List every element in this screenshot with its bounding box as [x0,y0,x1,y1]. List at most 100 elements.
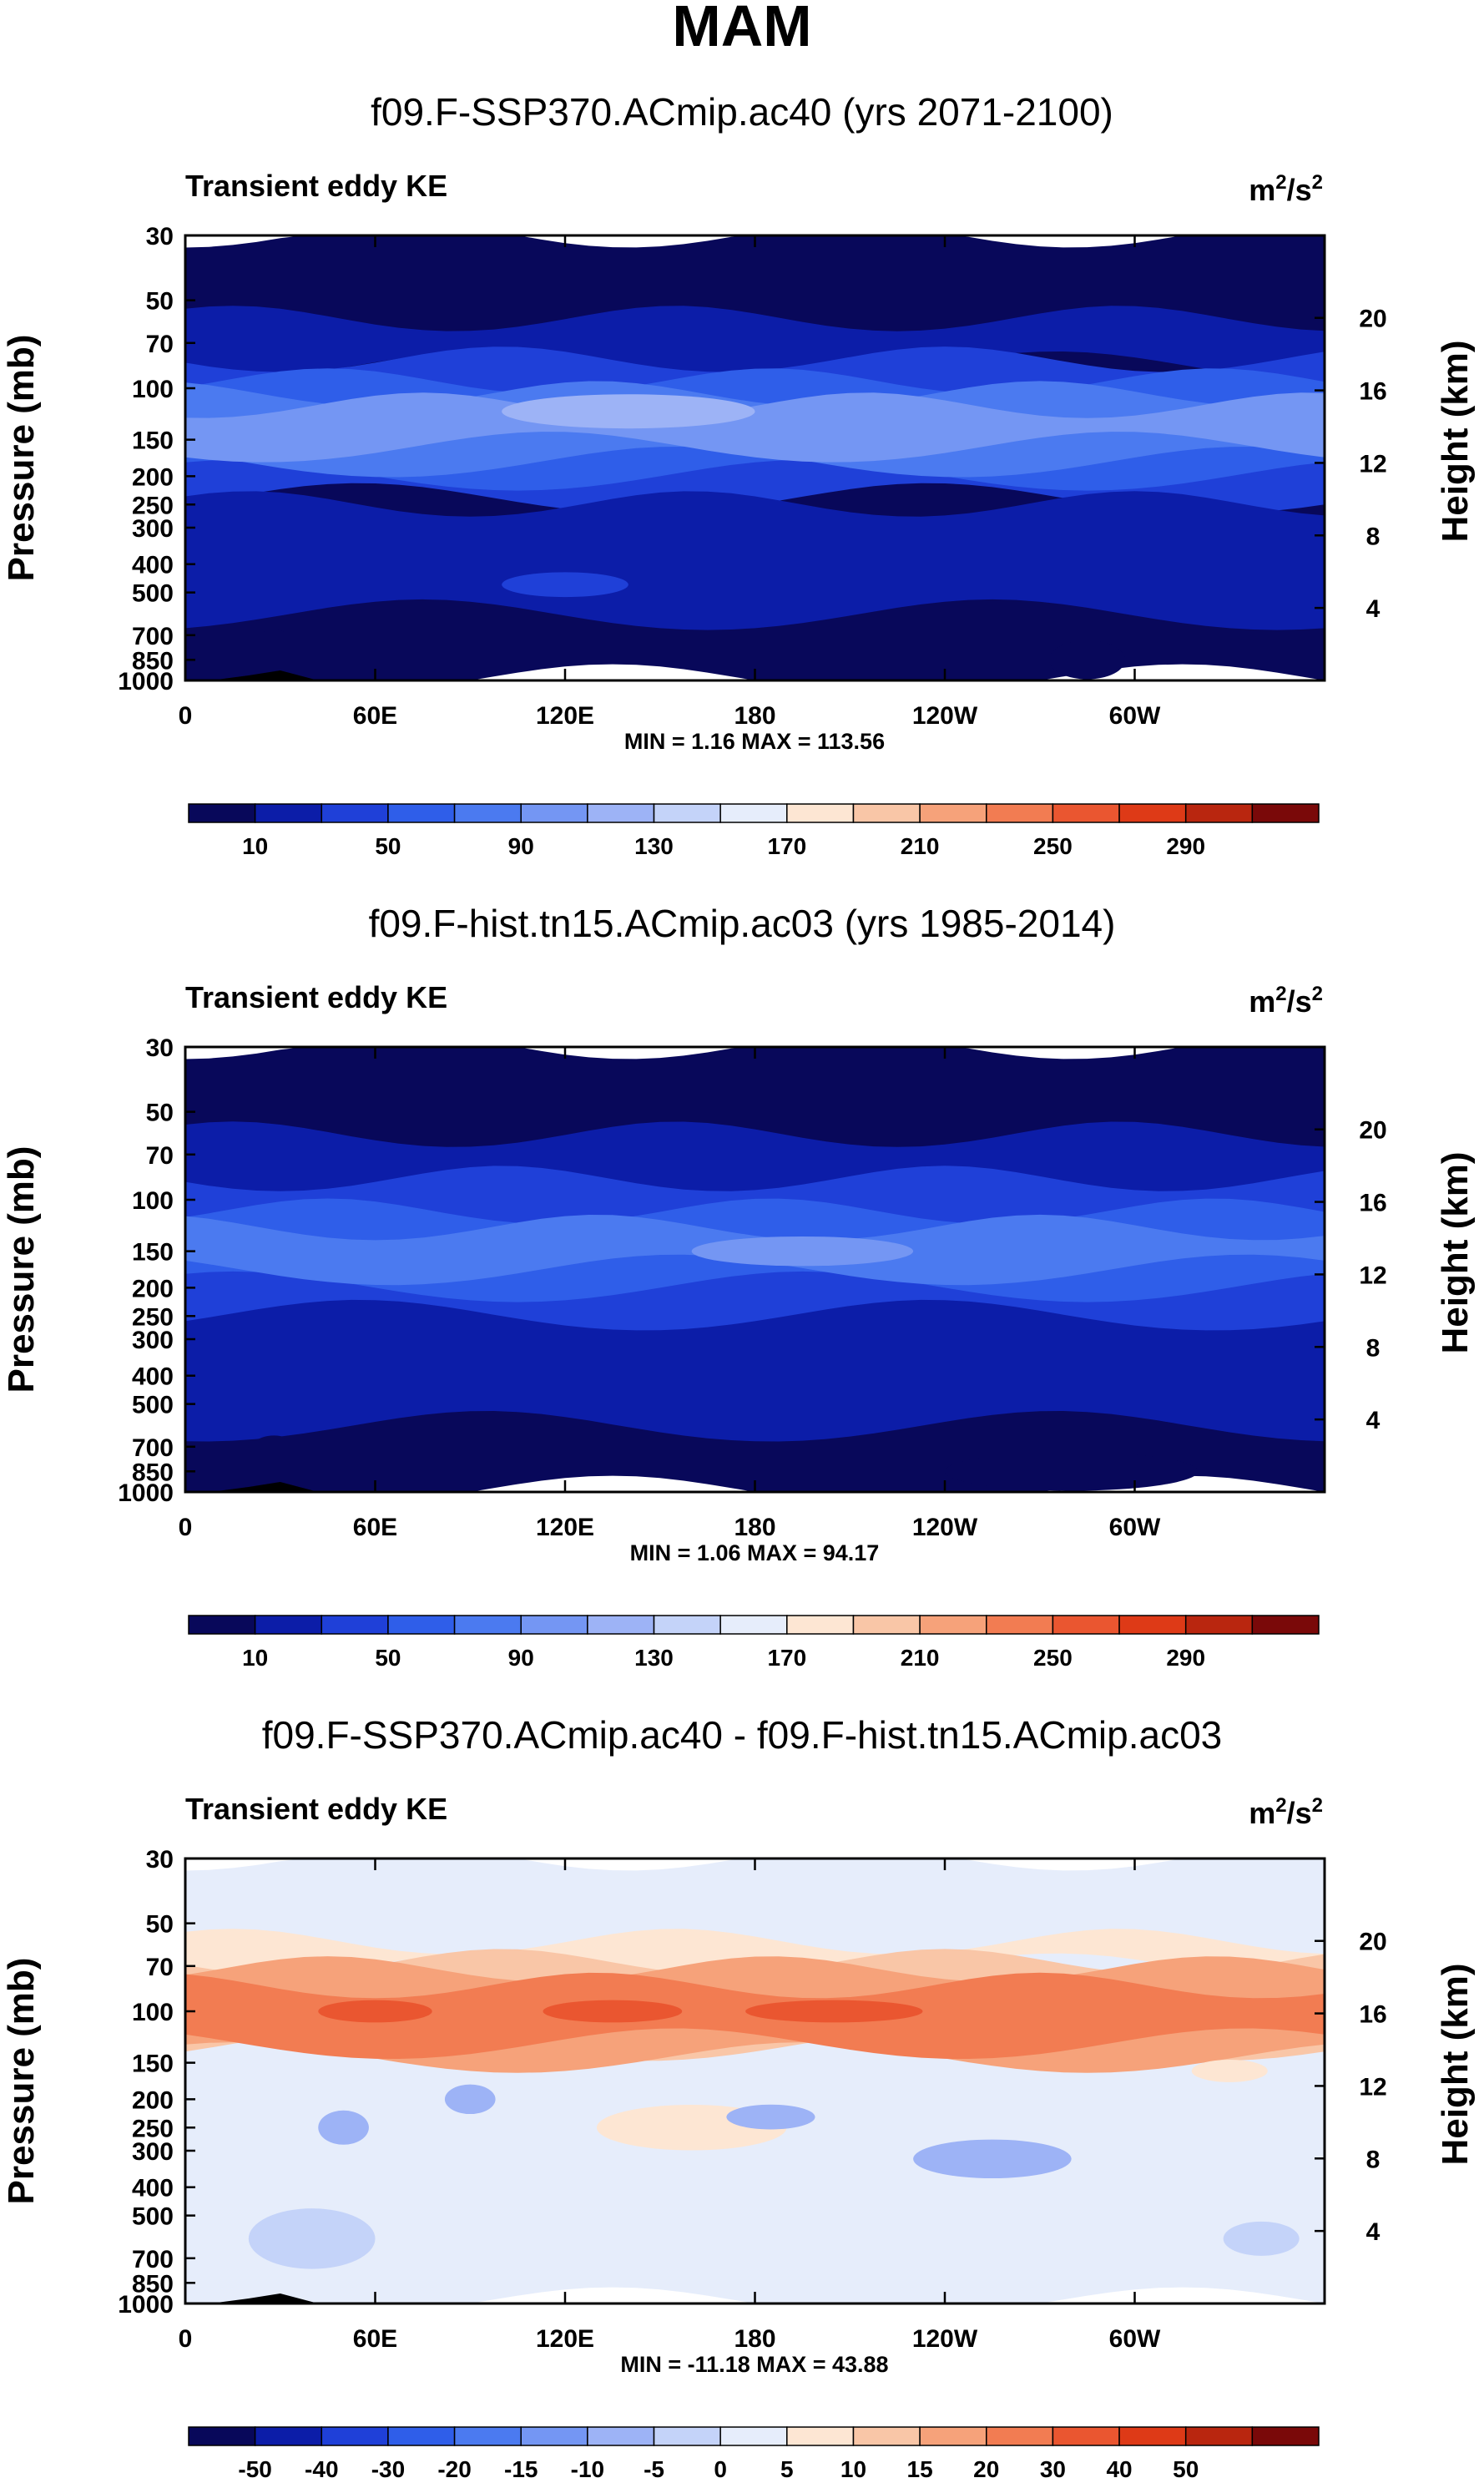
colorbar-segment [653,1615,721,1635]
colorbar-label: 210 [901,1645,940,1671]
colorbar-segment [188,1615,256,1635]
colorbar-label: -50 [238,2456,271,2482]
pressure-tick-label: 70 [146,1954,174,1981]
colorbar-segment [786,2426,855,2446]
units-part: 2 [1275,983,1286,1005]
colorbar-segment [453,1615,522,1635]
colorbar-label: 290 [1166,1645,1205,1671]
units-label: m2/s2 [1249,171,1323,207]
colorbar-label: -20 [437,2456,471,2482]
colorbar-segment [587,1615,655,1635]
colorbar-label: 130 [634,1645,674,1671]
lon-tick-label: 60E [353,702,397,730]
pressure-tick-label: 300 [132,2138,174,2166]
colorbar-segment [1184,2426,1254,2446]
contour-blob [1191,2060,1268,2082]
field-label: Transient eddy KE [185,980,447,1014]
colorbar-segment [986,2426,1054,2446]
colorbar-segment [919,803,987,823]
pressure-tick-label: 30 [146,1846,174,1874]
colorbar-label: 10 [242,1645,268,1671]
height-tick-label: 16 [1359,2001,1386,2029]
colorbar-label: -30 [371,2456,405,2482]
colorbar-segment [986,1615,1054,1635]
units-part: m [1249,1796,1275,1830]
pressure-tick-label: 70 [146,1142,174,1170]
lon-tick-label: 120W [912,1514,978,1541]
lon-tick-label: 60E [353,1514,397,1541]
colorbar-segment [919,2426,987,2446]
pressure-tick-label: 50 [146,288,174,316]
y-axis-title: Pressure (mb) [1,1146,42,1393]
contour-blob [502,394,755,429]
height-tick-label: 16 [1359,378,1386,406]
chart-title: f09.F-hist.tn15.ACmip.ac03 (yrs 1985-201… [369,902,1116,945]
height-tick-label: 20 [1359,1929,1386,1956]
height-tick-label: 4 [1366,2218,1381,2246]
colorbar-segment [1052,2426,1120,2446]
colorbar-segment [254,2426,323,2446]
pressure-tick-label: 300 [132,1327,174,1354]
pressure-tick-label: 300 [132,515,174,543]
colorbar-segment [919,1615,987,1635]
contour-blob [745,2000,923,2023]
pressure-tick-label: 700 [132,2246,174,2273]
colorbar-segment [321,803,389,823]
units-part: /s [1287,1796,1312,1830]
colorbar-label: -40 [305,2456,338,2482]
colorbar-segment [653,803,721,823]
pressure-tick-label: 700 [132,623,174,650]
colorbar-segment [453,2426,522,2446]
pressure-tick-label: 30 [146,1034,174,1062]
pressure-tick-label: 500 [132,1392,174,1419]
lon-tick-label: 120E [536,2325,594,2353]
lon-tick-label: 180 [734,2325,775,2353]
colorbar-label: 50 [375,1645,401,1671]
colorbar-segment [387,803,456,823]
units-label: m2/s2 [1249,983,1323,1019]
pressure-tick-label: 400 [132,552,174,579]
lon-tick-label: 120E [536,1514,594,1541]
chart-title: f09.F-SSP370.ACmip.ac40 (yrs 2071-2100) [371,90,1113,134]
pressure-tick-label: 250 [132,492,174,519]
pressure-tick-label: 150 [132,427,174,455]
pressure-tick-label: 200 [132,1275,174,1302]
colorbar-segment [786,1615,855,1635]
lon-tick-label: 60E [353,2325,397,2353]
contour-blob [251,629,296,675]
colorbar-segment [1251,2426,1320,2446]
y-axis-title-right: Height (km) [1435,1152,1476,1354]
colorbar-segment [387,2426,456,2446]
colorbar-label: 90 [508,1645,534,1671]
colorbar-label: 10 [242,833,268,859]
colorbar-label: 40 [1106,2456,1132,2482]
pressure-tick-label: 850 [132,2270,174,2298]
colorbar-segment [1251,803,1320,823]
colorbar-label: 20 [973,2456,999,2482]
contour-blob [502,572,628,598]
plot-area [185,235,1325,680]
colorbar-segment [321,1615,389,1635]
colorbar-label: 170 [767,1645,806,1671]
pressure-tick-label: 1000 [118,2291,174,2319]
colorbar-segment [1118,1615,1187,1635]
pressure-tick-label: 850 [132,1459,174,1486]
lon-tick-label: 0 [179,702,193,730]
pressure-tick-label: 250 [132,1303,174,1331]
colorbar-segment [1251,1615,1320,1635]
colorbar-segment [653,2426,721,2446]
pressure-tick-label: 500 [132,580,174,608]
panels-group: f09.F-SSP370.ACmip.ac40 (yrs 2071-2100) T… [1,90,1476,2482]
colorbar-segment [1052,1615,1120,1635]
colorbar-label: 30 [1040,2456,1066,2482]
colorbar-label: -5 [644,2456,664,2482]
colorbar-segment [587,803,655,823]
plot-area [185,1858,1325,2303]
pressure-tick-label: 150 [132,1239,174,1267]
colorbar-segment [520,2426,588,2446]
field-label: Transient eddy KE [185,1792,447,1826]
colorbar-label: 250 [1033,1645,1073,1671]
colorbar-segment [1184,803,1254,823]
colorbar-segment [188,2426,256,2446]
